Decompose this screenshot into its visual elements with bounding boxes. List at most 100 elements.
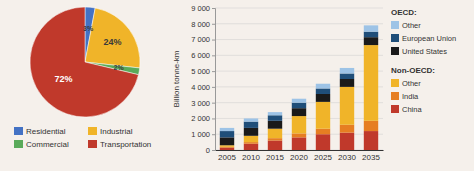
bar-segment xyxy=(292,103,306,109)
x-tick: 2035 xyxy=(362,150,380,162)
x-tick: 2025 xyxy=(314,150,332,162)
legend-label: United States xyxy=(402,47,447,56)
bar-segment xyxy=(268,141,282,150)
axis-line xyxy=(212,9,216,151)
legend-label: Industrial xyxy=(100,127,133,136)
tick-mark xyxy=(212,24,215,25)
tick-label: 9 000 xyxy=(191,4,210,13)
legend-label: India xyxy=(402,92,419,101)
legend-label: Transportation xyxy=(100,140,151,149)
legend-swatch xyxy=(88,140,97,148)
legend-label: China xyxy=(402,105,422,114)
grid-line xyxy=(215,23,383,24)
tick-label: 2 000 xyxy=(191,114,210,123)
bar-segment xyxy=(340,73,354,79)
bar-segment xyxy=(244,128,258,136)
tick-label: 2010 xyxy=(242,153,260,162)
pie: 3%24%2%72% xyxy=(30,7,140,117)
bar-segment xyxy=(364,121,378,131)
bar-segment xyxy=(244,136,258,142)
tick-mark xyxy=(212,103,215,104)
bar-segment xyxy=(244,122,258,128)
tick-mark xyxy=(212,87,215,88)
legend-label: Commercial xyxy=(26,140,69,149)
tick-label: 1 000 xyxy=(191,130,210,139)
grid-line xyxy=(215,71,383,72)
tick-mark xyxy=(212,40,215,41)
grid-line xyxy=(215,39,383,40)
y-tick: 8 000 xyxy=(191,20,215,29)
x-tick: 2020 xyxy=(290,150,308,162)
bar-segment xyxy=(268,112,282,115)
tick-label: 2035 xyxy=(362,153,380,162)
legend-swatch xyxy=(391,105,399,113)
pie-slice xyxy=(85,8,140,68)
legend-swatch xyxy=(14,140,23,148)
legend-swatch xyxy=(88,127,97,135)
bar-segment xyxy=(220,131,234,137)
bar-segment xyxy=(292,108,306,116)
data-label: 72% xyxy=(54,74,72,84)
bar-segment xyxy=(292,99,306,103)
bar-segment xyxy=(364,45,378,121)
y-tick: 7 000 xyxy=(191,35,215,44)
bar-segment xyxy=(316,129,330,135)
tick-label: 2015 xyxy=(266,153,284,162)
legend-swatch xyxy=(391,47,399,55)
x-tick: 2015 xyxy=(266,150,284,162)
tick-label: 2025 xyxy=(314,153,332,162)
bar-segment xyxy=(292,137,306,150)
y-tick: 2 000 xyxy=(191,114,215,123)
legend-label: Residential xyxy=(26,127,66,136)
grid-line xyxy=(215,86,383,87)
legend-swatch xyxy=(14,127,23,135)
bars xyxy=(220,25,378,150)
legend-group-title: Non-OECD: xyxy=(391,66,435,75)
legend-label: Other xyxy=(402,21,421,30)
bar-segment xyxy=(244,144,258,150)
y-tick: 0 xyxy=(206,146,215,155)
legend-label: Other xyxy=(402,79,421,88)
bar-segment xyxy=(316,94,330,102)
y-tick: 4 000 xyxy=(191,83,215,92)
tick-label: 2030 xyxy=(338,153,356,162)
grid-line xyxy=(215,8,383,9)
y-axis-title: Billion tonne-km xyxy=(172,50,181,107)
bar-segment xyxy=(340,79,354,87)
chart: 3%24%2%72% Residential Industrial Commercia… xyxy=(0,0,474,171)
tick-mark xyxy=(212,55,215,56)
bar-segment xyxy=(268,121,282,129)
grid-line xyxy=(215,55,383,56)
bar-segment xyxy=(340,68,354,74)
legend-swatch xyxy=(391,92,399,100)
bar-segment xyxy=(292,116,306,133)
bar-segment xyxy=(340,133,354,150)
bar-segment xyxy=(244,118,258,121)
bar-segment xyxy=(268,115,282,121)
bar-segment xyxy=(316,102,330,129)
x-tick: 2005 xyxy=(218,150,236,162)
bar-segment xyxy=(220,145,234,147)
tick-mark xyxy=(212,8,215,9)
tick-label: 2020 xyxy=(290,153,308,162)
tick-mark xyxy=(212,118,215,119)
tick-label: 5 000 xyxy=(191,67,210,76)
legend: Residential Industrial Commercial Transport… xyxy=(14,127,151,149)
bar-segment xyxy=(340,125,354,133)
bar-segment xyxy=(364,37,378,45)
bar-segment xyxy=(244,142,258,144)
bar-segment xyxy=(340,87,354,125)
grid xyxy=(215,8,383,150)
tick-label: 3 000 xyxy=(191,99,210,108)
bar-segment xyxy=(316,88,330,94)
bar-segment xyxy=(268,138,282,140)
tick-label: 7 000 xyxy=(191,35,210,44)
data-label: 24% xyxy=(103,37,121,47)
y-tick: 9 000 xyxy=(191,4,215,13)
bar-segment xyxy=(364,32,378,38)
x-tick: 2010 xyxy=(242,150,260,162)
pie-slice xyxy=(30,7,139,117)
legend-label: European Union xyxy=(402,34,456,43)
legend-swatch xyxy=(391,34,399,42)
tick-label: 4 000 xyxy=(191,83,210,92)
